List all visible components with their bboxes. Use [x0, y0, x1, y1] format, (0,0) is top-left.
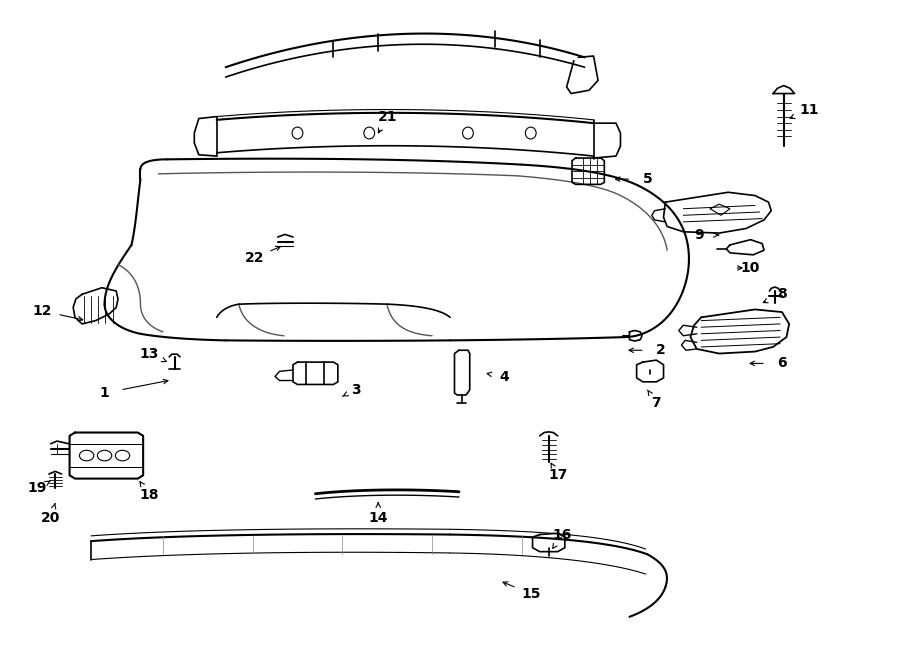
Ellipse shape	[463, 127, 473, 139]
Text: 8: 8	[777, 288, 787, 301]
Ellipse shape	[526, 127, 536, 139]
Ellipse shape	[364, 127, 374, 139]
Text: 2: 2	[656, 343, 666, 357]
Circle shape	[97, 450, 112, 461]
Text: 7: 7	[652, 396, 662, 410]
Text: 15: 15	[521, 587, 541, 601]
Text: 14: 14	[368, 511, 388, 525]
Text: 19: 19	[28, 481, 47, 496]
Ellipse shape	[292, 127, 303, 139]
Circle shape	[79, 450, 94, 461]
Text: 16: 16	[553, 527, 572, 541]
Text: 6: 6	[778, 356, 787, 370]
Text: 13: 13	[140, 346, 159, 360]
Text: 12: 12	[32, 304, 51, 318]
Text: 11: 11	[799, 103, 819, 117]
Text: 10: 10	[741, 261, 760, 275]
Text: 3: 3	[351, 383, 361, 397]
Text: 1: 1	[100, 386, 110, 400]
Circle shape	[115, 450, 130, 461]
Text: 17: 17	[548, 468, 567, 483]
Text: 21: 21	[377, 110, 397, 124]
Text: 20: 20	[41, 511, 60, 525]
Text: 4: 4	[499, 369, 508, 383]
Text: 22: 22	[245, 251, 265, 265]
Text: 9: 9	[695, 228, 704, 242]
Text: 18: 18	[140, 488, 159, 502]
Text: 5: 5	[643, 172, 652, 186]
